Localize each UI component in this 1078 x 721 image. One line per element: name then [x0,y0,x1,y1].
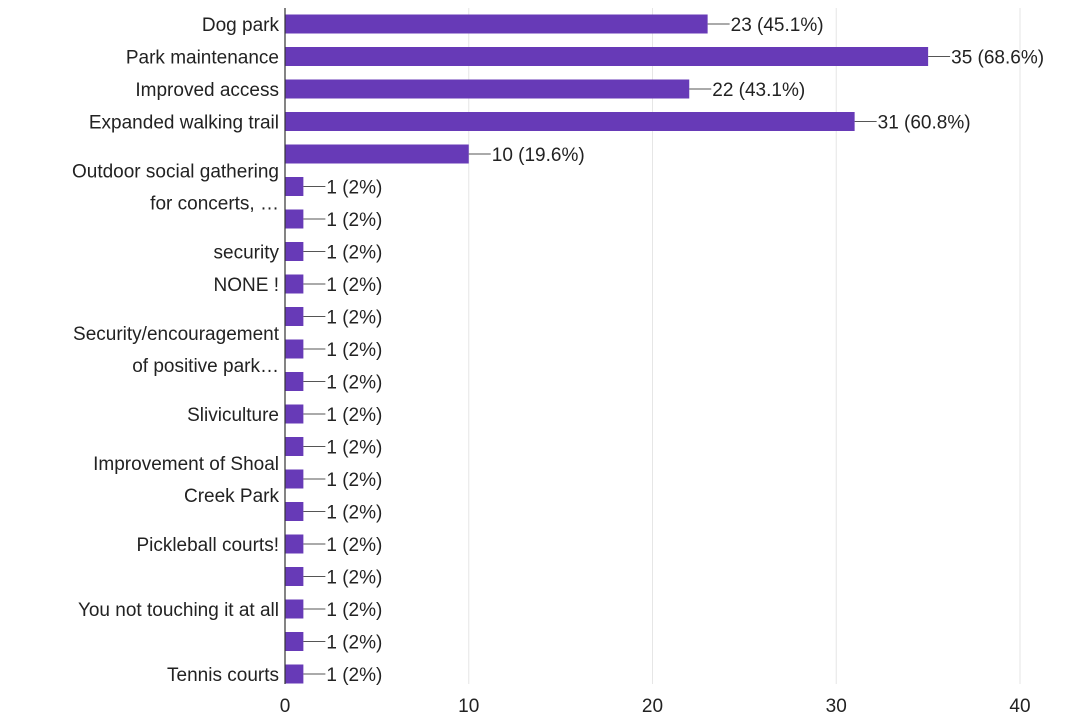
category-label: of positive park… [132,356,279,377]
value-label: 1 (2%) [326,535,382,556]
category-label: Tennis courts [167,665,279,686]
value-label: 1 (2%) [326,568,382,589]
category-labels: Dog park Park maintenance Improved access E… [72,15,280,686]
bar [285,79,690,99]
bar [285,307,304,326]
x-tick-label: 30 [826,696,847,717]
value-label: 1 (2%) [326,275,382,296]
value-label: 35 (68.6%) [951,48,1044,69]
category-label: Park maintenance [126,48,279,69]
bar [285,274,304,294]
value-label: 23 (45.1%) [731,15,824,36]
bar [285,534,304,554]
bar [285,632,304,651]
bar [285,437,304,456]
value-label: 1 (2%) [326,600,382,621]
bar [285,144,469,164]
value-label: 22 (43.1%) [712,80,805,101]
bar [285,567,304,586]
value-label: 1 (2%) [326,503,382,524]
value-labels: 23 (45.1%) 35 (68.6%) 22 (43.1%) 31 (60.8%)… [303,15,1044,686]
x-tick-label: 0 [280,696,291,717]
category-label: Expanded walking trail [89,113,279,134]
category-label: Creek Park [184,486,280,507]
value-label: 1 (2%) [326,470,382,491]
category-label: Sliviculture [187,405,279,426]
value-label: 1 (2%) [326,243,382,264]
grid-lines [468,8,1021,684]
category-label: security [214,243,280,264]
category-label: Improvement of Shoal [93,454,279,475]
category-label: Outdoor social gathering [72,162,279,183]
bar [285,372,304,391]
value-label: 1 (2%) [326,210,382,231]
bar [285,404,304,424]
value-label: 1 (2%) [326,373,382,394]
x-axis-ticks: 0 10 20 30 40 [280,696,1031,717]
value-label: 1 (2%) [326,340,382,361]
category-label: You not touching it at all [78,600,279,621]
category-label: Pickleball courts! [136,535,279,556]
category-label: Dog park [202,15,280,36]
bars [285,14,929,684]
value-label: 31 (60.8%) [878,113,971,134]
bar [285,469,304,489]
bar [285,339,304,359]
bar [285,177,304,196]
bar [285,599,304,619]
value-label: 10 (19.6%) [492,145,585,166]
value-label: 1 (2%) [326,438,382,459]
category-label: for concerts, … [150,194,279,215]
value-label: 1 (2%) [326,665,382,686]
value-label: 1 (2%) [326,633,382,654]
bar [285,112,855,131]
bar [285,242,304,261]
value-label: 1 (2%) [326,308,382,329]
value-label: 1 (2%) [326,178,382,199]
bar [285,664,304,684]
category-label: NONE ! [214,275,279,296]
bar [285,502,304,521]
category-label: Security/encouragement [73,324,280,345]
x-tick-label: 20 [642,696,663,717]
bar [285,209,304,229]
x-tick-label: 10 [458,696,479,717]
category-label: Improved access [135,80,279,101]
value-label: 1 (2%) [326,405,382,426]
bar [285,14,708,34]
bar [285,47,929,66]
x-tick-label: 40 [1009,696,1030,717]
